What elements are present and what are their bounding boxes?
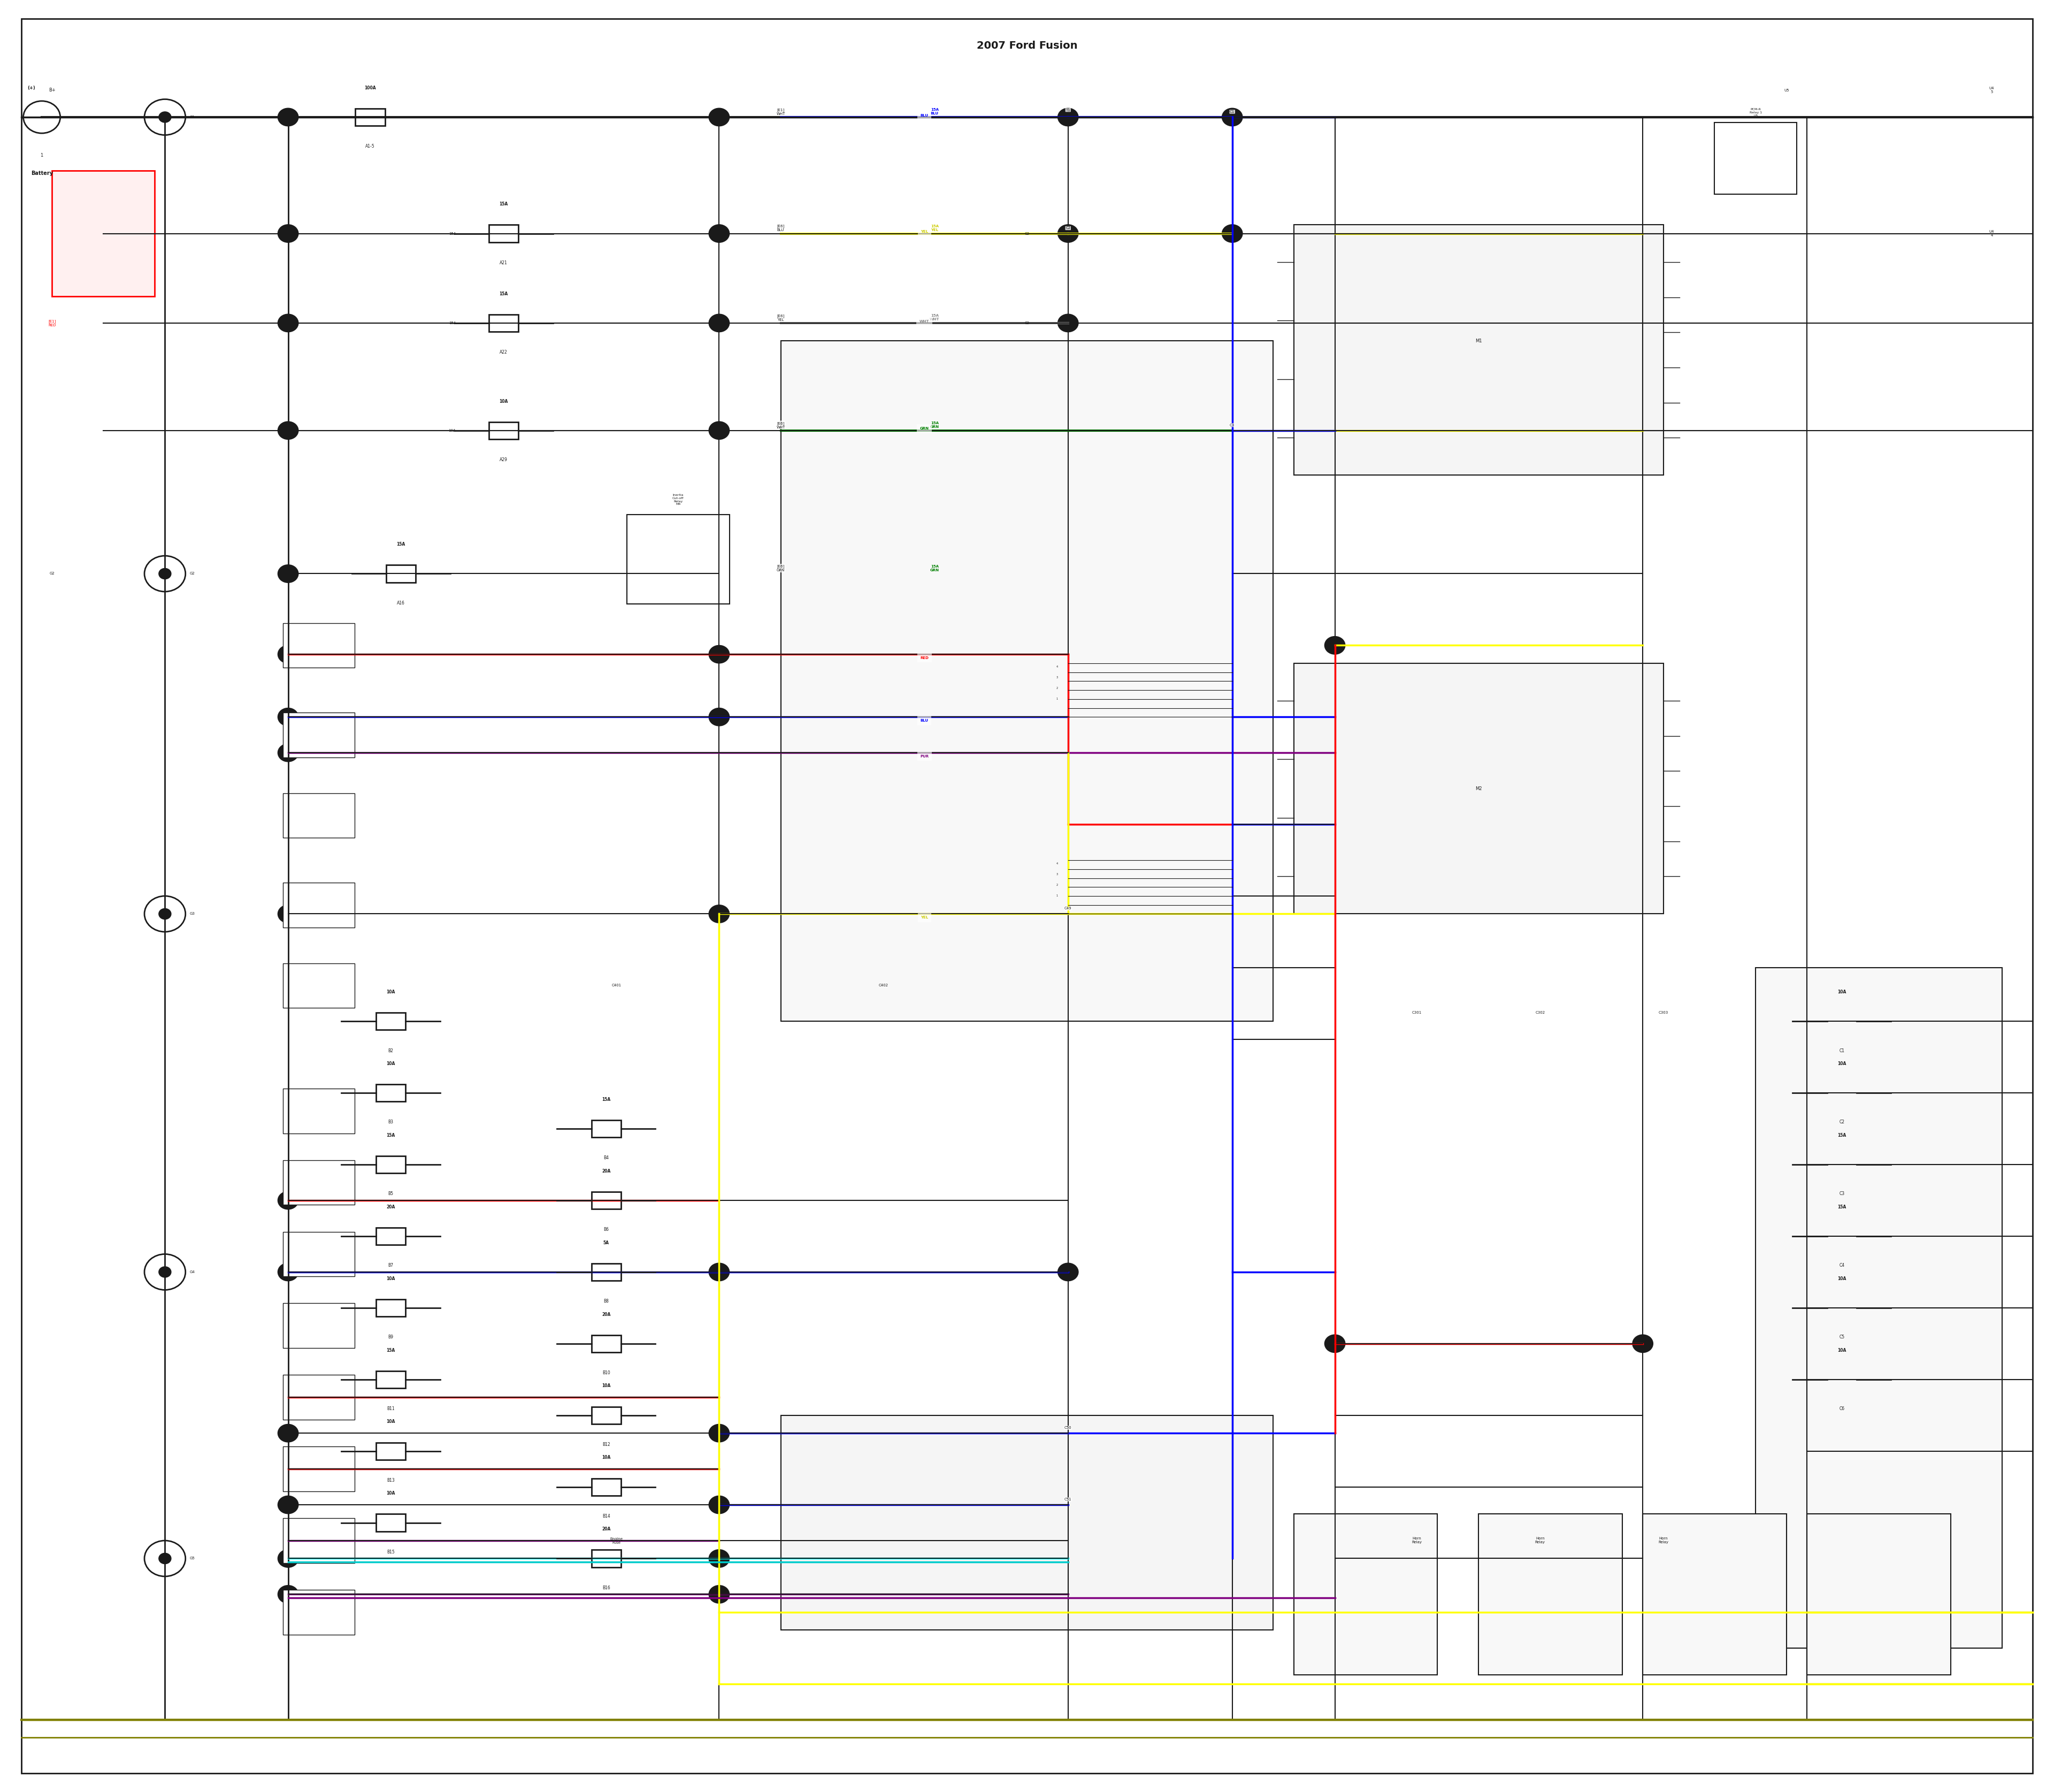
Text: C301: C301 xyxy=(1411,1011,1421,1014)
Bar xyxy=(386,564,415,582)
Text: C3: C3 xyxy=(1230,423,1234,426)
Text: 15A
GRN: 15A GRN xyxy=(930,564,939,572)
Bar xyxy=(781,340,1273,1021)
Circle shape xyxy=(1058,224,1078,242)
Bar xyxy=(1715,122,1797,194)
Text: B3: B3 xyxy=(388,1120,394,1125)
Text: A22: A22 xyxy=(499,349,507,355)
Text: G2: G2 xyxy=(189,572,195,575)
Bar xyxy=(376,1012,405,1030)
Text: 15A
WHT: 15A WHT xyxy=(930,314,939,321)
Text: B8: B8 xyxy=(604,1299,608,1305)
Circle shape xyxy=(709,708,729,726)
Text: C4: C4 xyxy=(1838,1263,1844,1269)
Bar xyxy=(592,1335,620,1353)
Circle shape xyxy=(158,909,170,919)
Text: U5: U5 xyxy=(1783,88,1789,91)
Text: 10A: 10A xyxy=(386,989,394,995)
Text: B14: B14 xyxy=(602,1514,610,1518)
Text: 10A: 10A xyxy=(1838,1276,1847,1281)
Text: 10A: 10A xyxy=(448,428,456,432)
Bar xyxy=(1828,1228,1857,1245)
Bar xyxy=(781,1416,1273,1631)
Circle shape xyxy=(144,99,185,134)
Circle shape xyxy=(277,108,298,125)
Text: C3: C3 xyxy=(1838,1192,1844,1197)
Text: YEL: YEL xyxy=(920,229,928,233)
Text: G3: G3 xyxy=(189,912,195,916)
Circle shape xyxy=(709,1586,729,1604)
Bar xyxy=(1479,1514,1623,1676)
Circle shape xyxy=(1222,108,1243,125)
Circle shape xyxy=(1058,645,1078,663)
Text: 15A
BLU: 15A BLU xyxy=(930,108,939,115)
Text: C402: C402 xyxy=(879,984,887,987)
Circle shape xyxy=(709,108,729,125)
Bar xyxy=(1294,663,1664,914)
Circle shape xyxy=(277,564,298,582)
Bar xyxy=(283,1303,355,1348)
Text: Inertia
Cut-off
Relay
M4: Inertia Cut-off Relay M4 xyxy=(672,493,684,505)
Circle shape xyxy=(1222,744,1243,762)
Bar xyxy=(283,1159,355,1204)
Circle shape xyxy=(709,314,729,332)
Circle shape xyxy=(1222,224,1243,242)
Bar xyxy=(376,1514,405,1532)
Circle shape xyxy=(277,314,298,332)
Bar xyxy=(376,1084,405,1102)
Text: B4: B4 xyxy=(604,1156,608,1161)
Bar xyxy=(376,1371,405,1389)
Bar xyxy=(283,1231,355,1276)
Bar xyxy=(283,624,355,668)
Bar xyxy=(376,1156,405,1174)
Bar xyxy=(376,1228,405,1245)
Text: 15A: 15A xyxy=(396,541,405,547)
Circle shape xyxy=(1325,1335,1345,1353)
Bar xyxy=(1828,1084,1857,1102)
Text: [E6]
WHT: [E6] WHT xyxy=(776,421,785,428)
Circle shape xyxy=(1222,421,1243,439)
Bar xyxy=(283,883,355,926)
Bar xyxy=(283,794,355,839)
Circle shape xyxy=(1058,815,1078,833)
Text: B7: B7 xyxy=(388,1263,394,1269)
Circle shape xyxy=(158,568,170,579)
Circle shape xyxy=(144,1541,185,1577)
Text: Engine
Fuse: Engine Fuse xyxy=(610,1538,622,1545)
Text: Horn
Relay: Horn Relay xyxy=(1411,1538,1421,1545)
Bar xyxy=(51,170,154,296)
Bar xyxy=(283,962,355,1007)
Text: 10A: 10A xyxy=(386,1419,394,1425)
Circle shape xyxy=(158,111,170,122)
Circle shape xyxy=(277,1550,298,1568)
Text: 10A: 10A xyxy=(386,1276,394,1281)
Text: 20A: 20A xyxy=(602,1527,610,1532)
Text: PCM-R
Relay 1
U5: PCM-R Relay 1 U5 xyxy=(1750,108,1762,116)
Circle shape xyxy=(709,421,729,439)
Text: B11: B11 xyxy=(386,1407,394,1410)
Circle shape xyxy=(277,708,298,726)
Bar xyxy=(283,713,355,758)
Text: C2: C2 xyxy=(1066,226,1070,229)
Text: 5A: 5A xyxy=(604,1240,610,1245)
Text: C51: C51 xyxy=(1064,1498,1072,1502)
Text: [E1]
RED: [E1] RED xyxy=(47,319,55,326)
Text: C50: C50 xyxy=(1064,1426,1072,1430)
Text: G4: G4 xyxy=(189,1271,195,1274)
Circle shape xyxy=(1325,421,1345,439)
Circle shape xyxy=(1633,1335,1653,1353)
Text: 1: 1 xyxy=(41,152,43,158)
Text: M2: M2 xyxy=(1475,787,1481,790)
Text: 15A: 15A xyxy=(499,292,507,296)
Text: 10A: 10A xyxy=(386,1491,394,1496)
Bar xyxy=(1828,1012,1857,1030)
Circle shape xyxy=(277,1263,298,1281)
Circle shape xyxy=(1058,314,1078,332)
Text: GRN: GRN xyxy=(920,426,928,430)
Text: [E6]
GRN: [E6] GRN xyxy=(776,564,785,572)
Circle shape xyxy=(1222,1425,1243,1443)
Text: A29: A29 xyxy=(499,457,507,462)
Text: B6: B6 xyxy=(604,1228,608,1233)
Bar xyxy=(1294,224,1664,475)
Text: RED: RED xyxy=(920,656,928,659)
